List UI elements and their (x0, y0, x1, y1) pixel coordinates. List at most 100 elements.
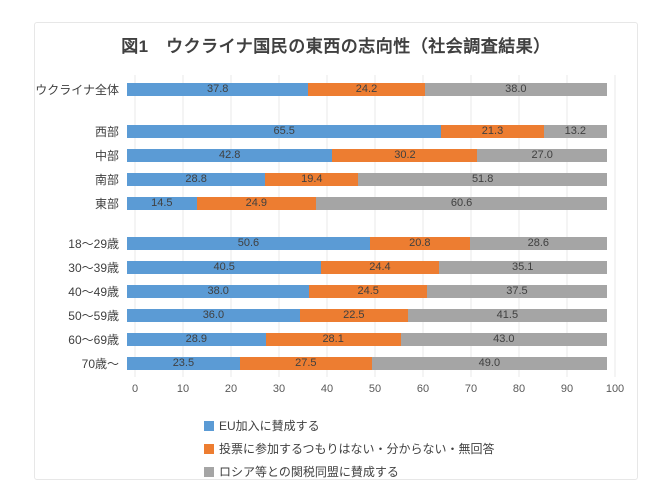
bar-segment: 38.0 (424, 82, 607, 96)
bar-segment: 23.5 (127, 356, 240, 370)
chart-container: 図1 ウクライナ国民の東西の志向性（社会調査結果） ウクライナ全体 37.8 24.… (34, 22, 638, 480)
legend-swatch-icon (204, 420, 214, 431)
value-label: 24.4 (369, 260, 391, 273)
category-label: 18〜29歳 (68, 236, 119, 251)
value-label: 38.0 (505, 82, 527, 95)
bar-segment: 28.1 (265, 332, 401, 346)
bar-track: 65.5 21.3 13.2 (127, 124, 607, 138)
value-label: 24.2 (355, 82, 378, 95)
value-label: 60.6 (450, 196, 473, 209)
bar-segment: 37.8 (127, 82, 309, 96)
value-label: 42.8 (219, 148, 241, 161)
value-label: 22.5 (343, 308, 365, 321)
legend-item: 投票に参加するつもりはない・分からない・無回答 (204, 437, 637, 460)
value-label: 24.9 (245, 196, 268, 209)
value-label: 24.5 (357, 284, 379, 297)
value-label: 21.3 (481, 124, 504, 137)
bar-segment: 28.9 (127, 332, 266, 346)
bar-segment: 24.5 (309, 284, 427, 298)
category-label: 30〜39歳 (68, 260, 119, 275)
bar-segment: 35.1 (438, 260, 607, 274)
bar-segment: 22.5 (299, 308, 408, 322)
category-label: ウクライナ全体 (35, 82, 119, 97)
bar-track: 50.6 20.8 28.6 (127, 236, 607, 250)
value-label: 40.5 (213, 260, 235, 273)
bar-segment: 65.5 (127, 124, 442, 138)
x-tick-label: 60 (416, 383, 430, 395)
bar-row: 60〜69歳 28.9 28.1 43.0 (35, 327, 637, 351)
bar-segment: 38.0 (127, 284, 310, 298)
bar-row: 40〜49歳 38.0 24.5 37.5 (35, 279, 637, 303)
bar-row: 中部 42.8 30.2 27.0 (35, 143, 637, 167)
value-label: 27.0 (531, 148, 553, 161)
bar-segment: 27.0 (477, 148, 607, 162)
bar-segment: 20.8 (369, 236, 470, 250)
x-tick-label: 0 (131, 383, 139, 395)
legend-item: EU加入に賛成する (204, 414, 637, 437)
bar-row: 東部 14.5 24.9 60.6 (35, 191, 637, 215)
bar-segment: 28.6 (469, 236, 607, 250)
x-tick-label: 100 (605, 383, 625, 395)
value-label: 38.0 (207, 284, 229, 297)
legend: EU加入に賛成する投票に参加するつもりはない・分からない・無回答 ロシア等との関税… (204, 414, 637, 483)
value-label: 23.5 (172, 356, 195, 369)
bar-segment: 40.5 (127, 260, 322, 274)
bar-segment: 30.2 (332, 148, 478, 162)
category-label: 40〜49歳 (68, 284, 119, 299)
value-label: 51.8 (471, 172, 494, 185)
category-label: 中部 (94, 148, 119, 163)
bar-track: 40.5 24.4 35.1 (127, 260, 607, 274)
plot-area: ウクライナ全体 37.8 24.2 38.0 西部 65.5 21.3 13.2 中部 42.8 3… (35, 75, 637, 377)
bar-track: 28.9 28.1 43.0 (127, 332, 607, 346)
category-label: 70歳〜 (81, 356, 119, 371)
bar-segment: 51.8 (358, 172, 607, 186)
x-tick-label: 20 (224, 383, 238, 395)
value-label: 41.5 (496, 308, 519, 321)
bar-rows: ウクライナ全体 37.8 24.2 38.0 西部 65.5 21.3 13.2 中部 42.8 3… (35, 77, 637, 375)
legend-swatch-icon (204, 443, 214, 454)
x-tick-label: 40 (320, 383, 334, 395)
value-label: 37.5 (506, 284, 528, 297)
bar-segment: 21.3 (441, 124, 544, 138)
legend-label: 投票に参加するつもりはない・分からない・無回答 (219, 442, 495, 456)
bar-segment: 36.0 (127, 308, 300, 322)
bar-track: 23.5 27.5 49.0 (127, 356, 607, 370)
value-label: 65.5 (273, 124, 295, 137)
x-tick-label: 10 (176, 383, 190, 395)
bar-segment: 14.5 (127, 196, 197, 210)
bar-segment: 24.2 (308, 82, 425, 96)
bar-row: 西部 65.5 21.3 13.2 (35, 119, 637, 143)
bar-row: 南部 28.8 19.4 51.8 (35, 167, 637, 191)
bar-segment: 37.5 (426, 284, 607, 298)
legend-label: ロシア等との関税同盟に賛成する (219, 465, 399, 479)
value-label: 28.8 (185, 172, 207, 185)
bar-segment: 43.0 (400, 332, 607, 346)
value-label: 37.8 (207, 82, 229, 95)
value-label: 20.8 (409, 236, 431, 249)
category-label: 60〜69歳 (68, 332, 119, 347)
bar-row: 18〜29歳 50.6 20.8 28.6 (35, 231, 637, 255)
bar-segment: 28.8 (127, 172, 266, 186)
value-label: 43.0 (493, 332, 515, 345)
value-label: 14.5 (151, 196, 173, 209)
value-label: 27.5 (295, 356, 317, 369)
x-tick-label: 50 (368, 383, 382, 395)
bar-segment: 60.6 (316, 196, 607, 210)
value-label: 28.1 (322, 332, 344, 345)
legend-item: ロシア等との関税同盟に賛成する (204, 460, 637, 483)
value-label: 35.1 (512, 260, 534, 273)
bar-segment: 27.5 (239, 356, 372, 370)
bar-segment: 41.5 (407, 308, 607, 322)
value-label: 36.0 (202, 308, 225, 321)
value-label: 49.0 (478, 356, 501, 369)
category-label: 西部 (94, 124, 119, 139)
bar-track: 36.0 22.5 41.5 (127, 308, 607, 322)
bar-track: 28.8 19.4 51.8 (127, 172, 607, 186)
bar-track: 37.8 24.2 38.0 (127, 82, 607, 96)
bar-track: 14.5 24.9 60.6 (127, 196, 607, 210)
x-tick-label: 90 (560, 383, 574, 395)
x-tick-label: 80 (512, 383, 526, 395)
bar-segment: 49.0 (371, 356, 607, 370)
legend-swatch-icon (204, 466, 214, 477)
